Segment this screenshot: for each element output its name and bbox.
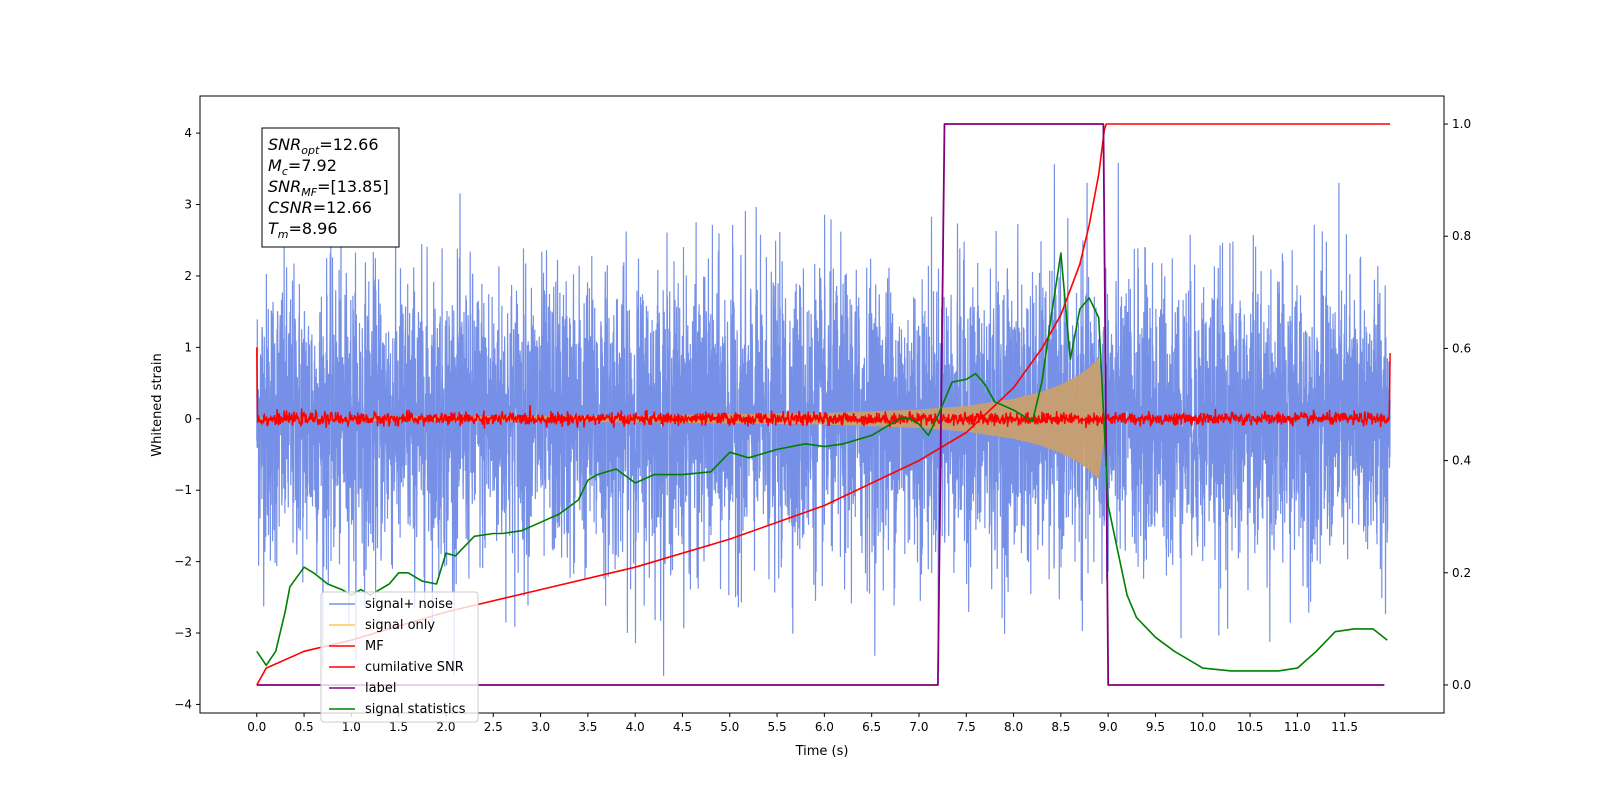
x-tick-label: 6.0 [815, 720, 834, 734]
x-tick-label: 5.0 [720, 720, 739, 734]
annotation-symbol: SNR [268, 177, 301, 196]
annotation-subscript: m [278, 228, 289, 241]
legend-label: MF [365, 639, 384, 654]
x-tick-label: 1.0 [342, 720, 361, 734]
x-tick-label: 11.0 [1284, 720, 1311, 734]
legend-label: label [365, 681, 396, 696]
annotation-value: =7.92 [288, 156, 337, 175]
x-tick-label: 3.0 [531, 720, 550, 734]
y-tick-label: −1 [174, 483, 192, 497]
x-tick-label: 2.5 [484, 720, 503, 734]
y-tick-label: 2 [184, 269, 192, 283]
y-axis-ticks: −4 −3 −2 −1 0 1 2 3 4 [174, 126, 200, 711]
y2-tick-label: 0.4 [1452, 454, 1471, 468]
annotation-value: =[13.85] [317, 177, 389, 196]
x-tick-label: 8.0 [1004, 720, 1023, 734]
x-tick-label: 6.5 [862, 720, 881, 734]
y2-tick-label: 0.6 [1452, 341, 1471, 355]
label-line [256, 123, 1385, 686]
y2-axis-ticks: 0.0 0.2 0.4 0.6 0.8 1.0 [1444, 117, 1471, 692]
y-tick-label: 3 [184, 198, 192, 212]
x-tick-label: 4.0 [626, 720, 645, 734]
annotation-subscript: opt [301, 144, 320, 157]
legend-label: cumilative SNR [365, 660, 464, 675]
annotation-value: =12.66 [313, 198, 372, 217]
mf-line [256, 347, 1391, 429]
annotation-value: =8.96 [289, 219, 338, 238]
y2-tick-label: 0.0 [1452, 678, 1471, 692]
y2-tick-label: 1.0 [1452, 117, 1471, 131]
signal-statistics-layer [256, 252, 1388, 672]
legend-label: signal+ noise [365, 597, 453, 612]
annotation-symbol: SNR [268, 135, 301, 154]
annotation-value: =12.66 [319, 135, 378, 154]
annotation-frame [261, 127, 400, 248]
annotation-subscript: MF [301, 186, 317, 199]
x-tick-label: 5.5 [768, 720, 787, 734]
annotation-box: SNRopt=12.66Mc=7.92SNRMF=[13.85]CSNR=12.… [261, 127, 400, 248]
x-tick-label: 0.5 [295, 720, 314, 734]
x-tick-label: 10.5 [1237, 720, 1264, 734]
y-axis-label: Whitened strain [150, 353, 165, 456]
y-tick-label: 1 [184, 340, 192, 354]
annotation-line: SNRopt=12.66 [268, 135, 379, 157]
legend: signal+ noise signal only MF cumilative SNR… [320, 591, 479, 723]
x-tick-label: 7.5 [957, 720, 976, 734]
signal-statistics-line [256, 252, 1388, 672]
y-tick-label: −3 [174, 626, 192, 640]
annotation-subscript: c [282, 165, 288, 178]
y-tick-label: 4 [184, 126, 192, 140]
legend-frame [320, 591, 479, 723]
x-tick-label: 4.5 [673, 720, 692, 734]
y2-tick-label: 0.2 [1452, 566, 1471, 580]
label-layer [256, 123, 1385, 686]
y2-tick-label: 0.8 [1452, 229, 1471, 243]
y-tick-label: −2 [174, 555, 192, 569]
legend-label: signal statistics [365, 702, 466, 717]
annotation-symbol: T [268, 219, 279, 238]
x-tick-label: 10.0 [1189, 720, 1216, 734]
x-tick-label: 8.5 [1051, 720, 1070, 734]
plot-frame [199, 95, 1445, 714]
legend-label: signal only [365, 618, 435, 633]
x-tick-label: 3.5 [578, 720, 597, 734]
signal-plus-noise-layer [256, 162, 1391, 676]
signal-plus-noise-line [256, 162, 1391, 676]
mf-layer [256, 347, 1391, 429]
x-axis-ticks: 0.0 0.5 1.0 1.5 2.0 2.5 3.0 3.5 4.0 4.5 5.0 5.5 6.0 6… [247, 713, 1358, 734]
annotation-line: Tm=8.96 [268, 219, 338, 241]
x-axis-label: Time (s) [795, 744, 849, 759]
x-tick-label: 2.0 [436, 720, 455, 734]
x-tick-label: 1.5 [389, 720, 408, 734]
x-tick-label: 0.0 [247, 720, 266, 734]
annotation-line: Mc=7.92 [268, 156, 337, 178]
x-tick-label: 11.5 [1331, 720, 1358, 734]
y-tick-label: 0 [184, 412, 192, 426]
y-tick-label: −4 [174, 697, 192, 711]
annotation-line: CSNR=12.66 [268, 198, 372, 217]
annotation-line: SNRMF=[13.85] [268, 177, 389, 199]
x-tick-label: 9.0 [1099, 720, 1118, 734]
x-tick-label: 7.0 [909, 720, 928, 734]
annotation-symbol: CSNR [268, 198, 313, 217]
annotation-symbol: M [268, 156, 282, 175]
x-tick-label: 9.5 [1146, 720, 1165, 734]
